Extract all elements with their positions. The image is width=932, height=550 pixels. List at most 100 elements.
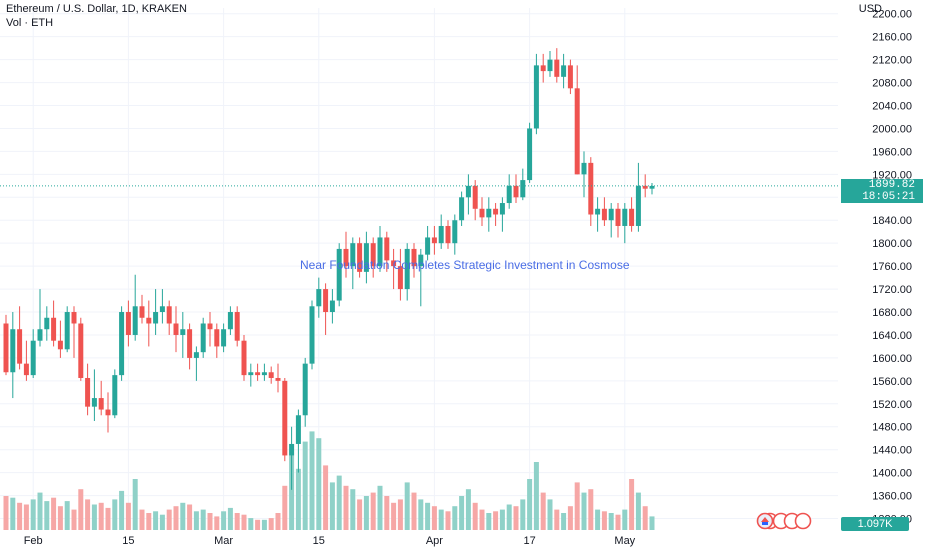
volume-bar [112, 499, 118, 530]
candle-body [384, 237, 390, 261]
volume-bar [384, 496, 390, 530]
candle-body [343, 248, 349, 267]
volume-indicator-label[interactable]: Vol · ETH [6, 17, 54, 29]
volume-bar [445, 511, 451, 530]
price-candles [3, 48, 655, 490]
candle-body [499, 203, 505, 215]
volume-bar [207, 513, 213, 530]
symbol-title[interactable]: Ethereum / U.S. Dollar, 1D, KRAKEN [6, 3, 187, 15]
volume-bar [200, 509, 206, 530]
candle-body [459, 197, 465, 221]
candle-body [85, 377, 91, 407]
volume-bar [98, 502, 104, 530]
volume-bar [601, 511, 607, 530]
volume-bar [316, 438, 322, 530]
candle-body [547, 59, 553, 72]
time-tick-label: 17 [523, 535, 535, 547]
candle-body [391, 260, 397, 267]
candle-body [173, 323, 179, 335]
volume-bar [561, 513, 567, 530]
last-price-badge: 1899.82 [841, 178, 923, 191]
candle-body [234, 312, 240, 341]
candle-body [3, 323, 9, 373]
candle-body [615, 208, 621, 226]
volume-bar [431, 506, 437, 530]
candle-body [187, 329, 193, 358]
volume-bar [452, 506, 458, 530]
tradingview-logo-icon[interactable] [756, 512, 822, 530]
candle-body [438, 225, 444, 244]
volume-bar [574, 482, 580, 530]
volume-bar [91, 504, 97, 530]
candle-body [486, 208, 492, 218]
price-axis[interactable]: 1320.001360.001400.001440.001480.001520.… [838, 0, 932, 550]
candle-body [425, 237, 431, 255]
candle-body [445, 225, 451, 244]
candle-body [153, 312, 159, 324]
price-tick-label: 1800.00 [872, 238, 912, 250]
candle-body [588, 162, 594, 215]
price-tick-label: 1760.00 [872, 261, 912, 273]
price-tick-label: 2080.00 [872, 78, 912, 90]
time-axis-background [0, 530, 838, 550]
candle-body [370, 243, 376, 267]
volume-bar [282, 485, 288, 530]
volume-bar [506, 504, 512, 530]
volume-bar [527, 479, 533, 530]
volume-bar [275, 513, 281, 530]
volume-bar [329, 482, 335, 530]
price-tick-label: 1640.00 [872, 330, 912, 342]
candle-body [112, 375, 118, 416]
time-tick-label: 15 [313, 535, 325, 547]
volume-bar [350, 489, 356, 530]
price-tick-label: 1960.00 [872, 146, 912, 158]
candle-body [57, 340, 63, 350]
price-tick-label: 1840.00 [872, 215, 912, 227]
candle-body [132, 306, 138, 335]
volume-bar [377, 485, 383, 530]
volume-bar [343, 485, 349, 530]
candle-body [309, 306, 315, 364]
volume-bar [227, 507, 233, 530]
candle-body [51, 317, 57, 341]
volume-bar [37, 492, 43, 530]
volume-bar [635, 492, 641, 530]
candle-body [44, 317, 50, 330]
candle-body [159, 306, 165, 313]
candle-body [146, 317, 152, 324]
volume-bar [159, 514, 165, 530]
volume-bar [649, 516, 655, 530]
news-annotation[interactable]: Near Foundation Completes Strategic Inve… [300, 258, 630, 272]
candle-body [268, 372, 274, 378]
time-tick-label: Feb [24, 535, 43, 547]
candle-body [193, 352, 199, 358]
time-tick-label: Mar [214, 535, 233, 547]
candle-body [649, 185, 655, 189]
candle-body [642, 185, 648, 189]
volume-bar [472, 502, 478, 530]
candle-body [125, 312, 131, 335]
volume-bar [85, 499, 91, 530]
candle-body [37, 329, 43, 341]
volume-bar [370, 492, 376, 530]
price-tick-label: 2200.00 [872, 9, 912, 21]
volume-bar [10, 497, 16, 530]
candle-body [78, 323, 84, 378]
candle-body [513, 185, 519, 198]
candle-body [275, 377, 281, 381]
candle-body [200, 323, 206, 353]
volume-bar [520, 499, 526, 530]
price-tick-label: 1600.00 [872, 353, 912, 365]
candle-body [493, 208, 499, 215]
candle-body [595, 208, 601, 215]
volume-bar [193, 511, 199, 530]
time-axis[interactable]: Feb 15 Mar 15 Apr 17 May [0, 530, 838, 550]
volume-bar [581, 492, 587, 530]
candle-body [227, 312, 233, 330]
volume-bar [595, 509, 601, 530]
volume-bar [411, 492, 417, 530]
volume-bar [71, 509, 77, 530]
candle-body [411, 248, 417, 267]
volume-bar [289, 455, 295, 530]
